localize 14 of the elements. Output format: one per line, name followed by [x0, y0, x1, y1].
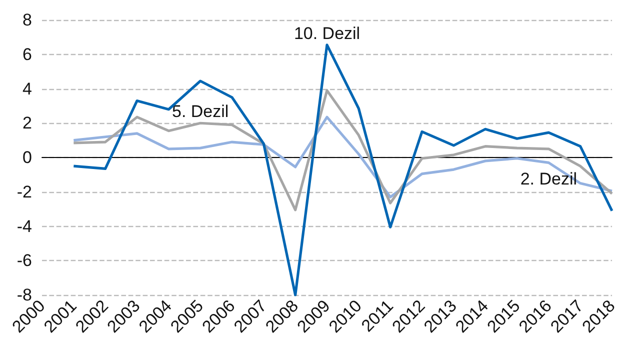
series-label: 2. Dezil: [520, 170, 578, 189]
y-tick-label: 0: [22, 148, 32, 167]
y-tick-label: 6: [22, 44, 32, 64]
y-tick-label: -6: [16, 251, 32, 270]
series-label: 5. Dezil: [172, 102, 229, 122]
y-tick-label: -8: [16, 286, 32, 304]
y-tick-label: 2: [22, 114, 32, 133]
series-label: 10. Dezil: [294, 24, 360, 43]
line-series: [72, 44, 614, 296]
y-tick-label: -4: [16, 216, 32, 236]
line-series: [72, 89, 614, 212]
y-tick-label: 8: [22, 10, 32, 30]
y-tick-label: -2: [16, 182, 32, 202]
y-tick-label: 4: [22, 79, 32, 98]
